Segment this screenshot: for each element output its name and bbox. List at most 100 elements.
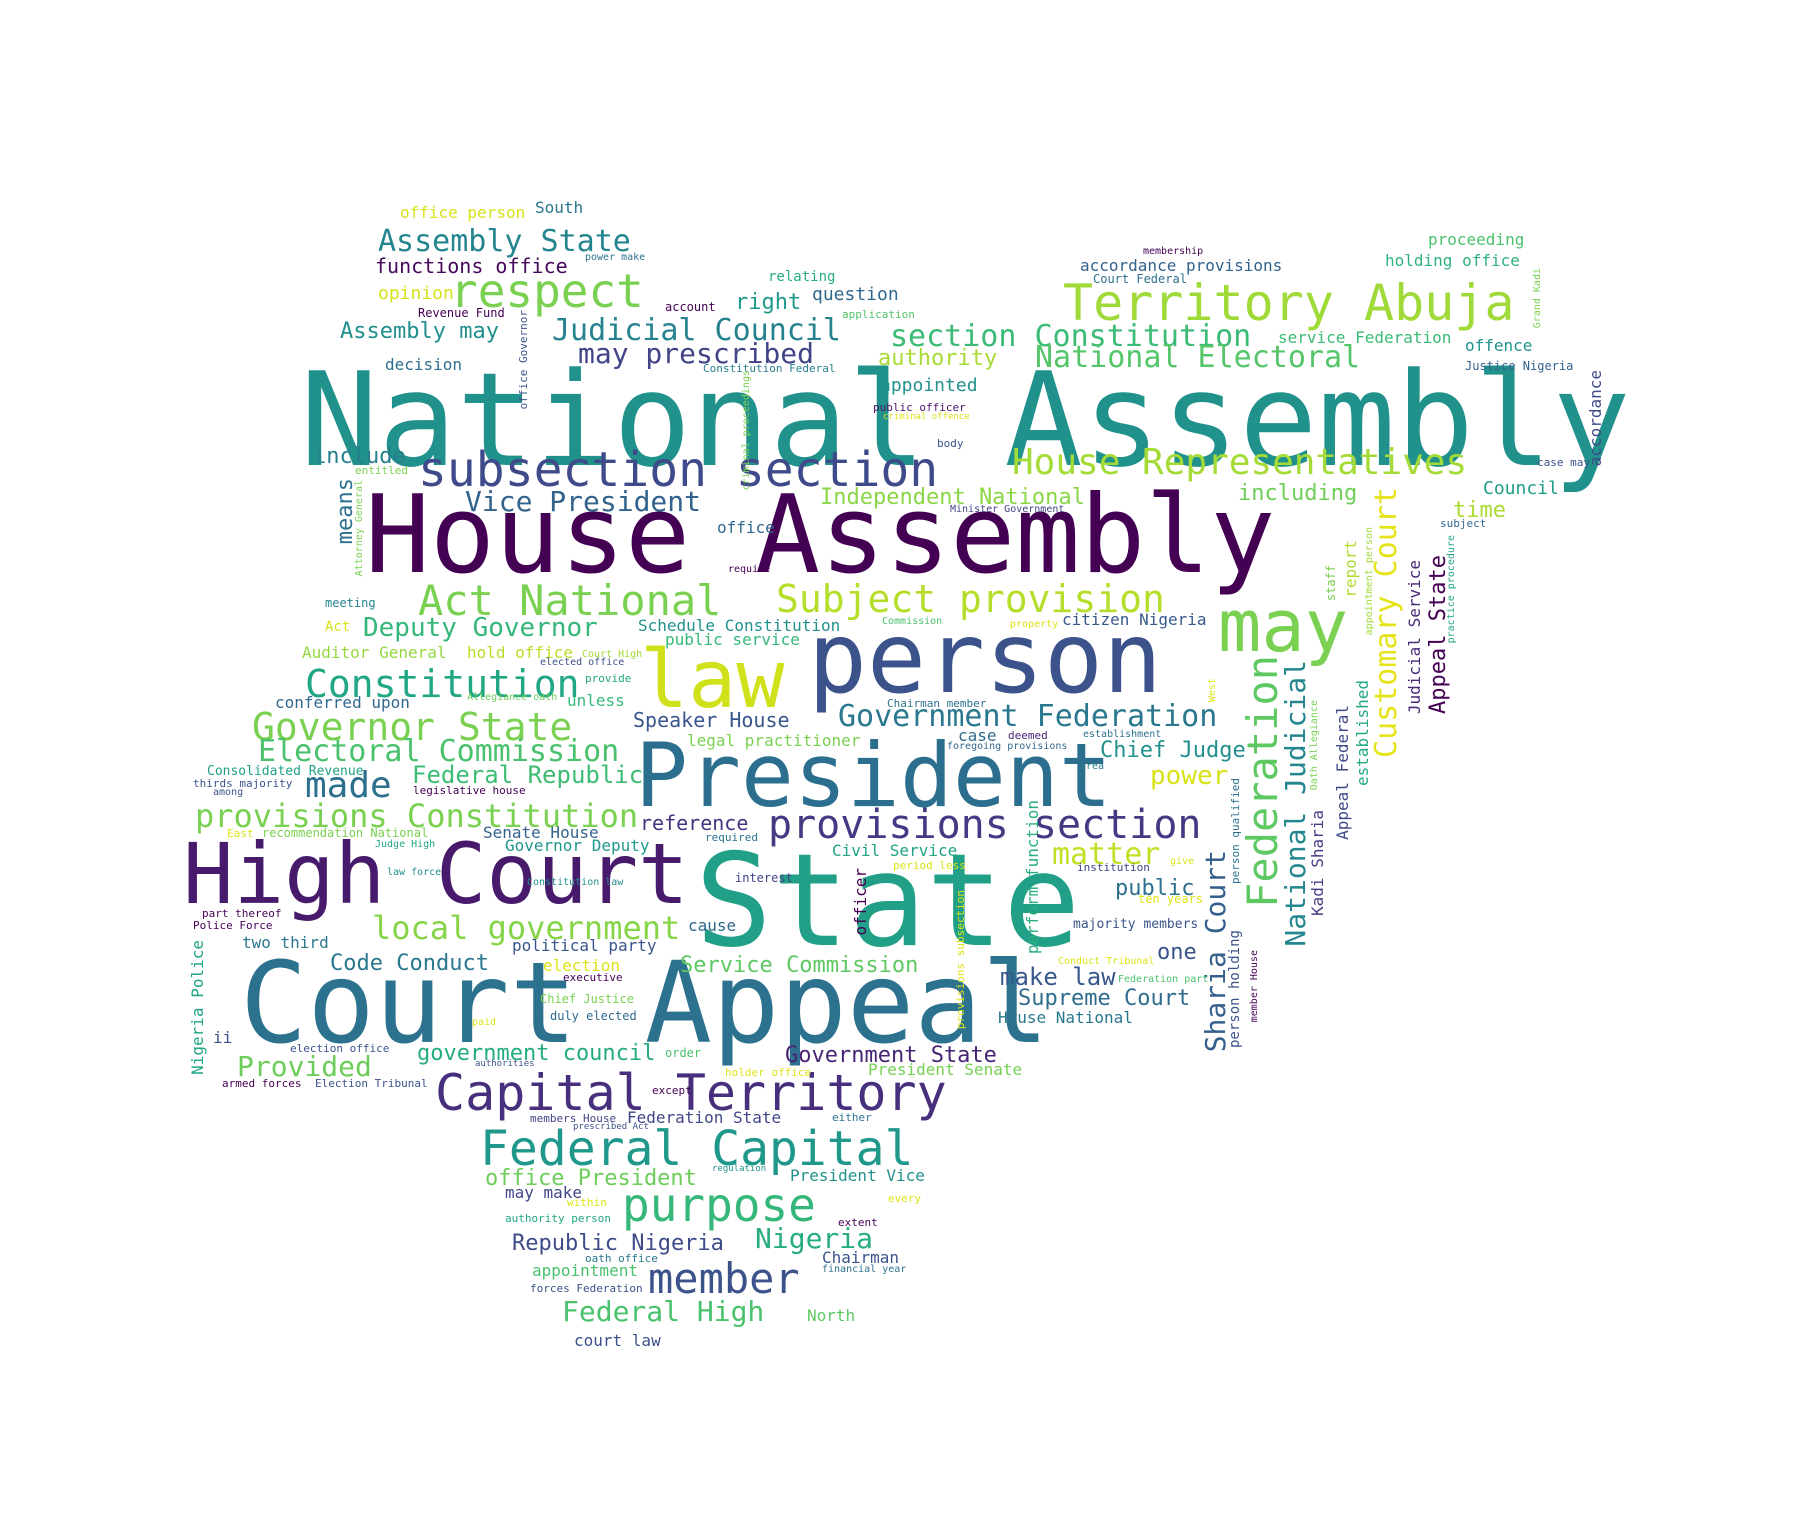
- word: proceeding: [1428, 230, 1525, 249]
- word: person qualified: [1229, 778, 1242, 884]
- word: made: [305, 765, 392, 806]
- word: Commission: [882, 616, 943, 627]
- word: legal practitioner: [687, 731, 861, 750]
- word: staff: [1324, 565, 1338, 602]
- word: account: [665, 300, 716, 314]
- word: Federation: [1238, 655, 1287, 908]
- word: Governor Deputy: [505, 836, 650, 855]
- word: provisions section: [768, 802, 1202, 848]
- word: membership: [1143, 246, 1204, 257]
- word: Judge High: [375, 839, 436, 850]
- word: Act: [325, 619, 351, 635]
- word: time: [1453, 498, 1506, 523]
- word: establishment: [1083, 729, 1162, 740]
- word: elected office: [540, 657, 625, 668]
- word: period less: [893, 859, 966, 872]
- word: citizen Nigeria: [1062, 610, 1207, 629]
- word: financial year: [822, 1264, 907, 1275]
- word: Territory Abuja: [1063, 274, 1515, 332]
- word: conferred upon: [275, 693, 410, 712]
- word: matter: [1052, 837, 1161, 872]
- word: include: [313, 444, 406, 469]
- word: either: [832, 1111, 872, 1124]
- word: case: [958, 726, 997, 745]
- word: foregoing provisions: [947, 741, 1068, 752]
- word: House Assembly: [365, 473, 1276, 598]
- word: Nigeria: [755, 1222, 874, 1255]
- word: power: [1150, 761, 1229, 791]
- word: court law: [574, 1331, 661, 1350]
- word: forces Federation: [530, 1282, 643, 1295]
- word: relating: [768, 269, 836, 285]
- word: appointed: [880, 375, 978, 396]
- word: President: [635, 724, 1112, 827]
- word: Auditor General: [302, 643, 447, 662]
- word: Federation part: [1118, 974, 1209, 985]
- word: may prescribed: [578, 337, 815, 370]
- word: provisions subsection: [954, 890, 967, 1030]
- word: power make: [585, 252, 646, 263]
- word: law force: [387, 867, 442, 878]
- word: one: [1157, 940, 1197, 965]
- word: National Assembly: [300, 344, 1631, 496]
- word: may: [1218, 584, 1349, 668]
- word: Government State: [785, 1043, 997, 1068]
- word: criminal proceedings: [741, 370, 752, 491]
- word: East: [227, 827, 254, 840]
- word: reference: [640, 811, 749, 835]
- word: National Electoral: [1035, 340, 1361, 375]
- word: armed forces: [222, 1077, 302, 1090]
- word: legislative house: [413, 784, 526, 797]
- word: Federal Republic: [412, 761, 644, 789]
- word: public officer: [873, 401, 966, 414]
- word: House National: [998, 1008, 1133, 1027]
- word: Kadi Sharia: [1308, 810, 1327, 916]
- word: Chief Judge: [1100, 738, 1246, 763]
- word: Conduct Tribunal: [1058, 956, 1155, 967]
- word: Justice Nigeria: [1465, 359, 1574, 373]
- word: Judicial Service: [1405, 560, 1424, 715]
- word: House Representatives: [1012, 442, 1468, 483]
- word: Police Force: [193, 919, 273, 932]
- word: election: [543, 956, 621, 975]
- word: accordance provisions: [1080, 256, 1283, 275]
- word: application: [842, 308, 915, 321]
- word: require: [728, 564, 771, 575]
- word: executive: [563, 971, 623, 984]
- word: unless: [567, 691, 625, 710]
- word: holding office: [1385, 251, 1520, 270]
- word: criminal offence: [883, 412, 970, 422]
- word: may make: [505, 1183, 583, 1202]
- word: interest: [735, 871, 793, 885]
- word: oath office: [585, 1252, 658, 1265]
- word: offence: [1465, 336, 1533, 355]
- word: Attorney General: [354, 480, 365, 577]
- word: West: [1207, 678, 1218, 703]
- word: authority: [878, 346, 998, 371]
- word: section Constitution: [890, 319, 1252, 354]
- word: Speaker House: [633, 708, 790, 732]
- word: Code Conduct: [330, 951, 489, 976]
- word: accordance: [1586, 370, 1605, 467]
- word: prescribed Act: [573, 1122, 649, 1132]
- word: Chairman: [822, 1248, 900, 1267]
- word: including: [1238, 481, 1358, 506]
- word: High Court: [183, 825, 689, 923]
- word: Governor State: [252, 705, 573, 749]
- word: Provided: [237, 1050, 372, 1083]
- word: Constitution: [305, 662, 580, 706]
- word: Deputy Governor: [363, 613, 598, 643]
- word: give: [1170, 856, 1195, 867]
- word: person: [808, 602, 1163, 716]
- word: Act National: [418, 576, 722, 625]
- word: subsection section: [418, 442, 939, 498]
- word: Constitution Federal: [703, 362, 836, 375]
- word: member House: [1249, 950, 1260, 1023]
- word: local government: [372, 909, 681, 947]
- word: office Governor: [517, 310, 530, 410]
- word: Nigeria Police: [188, 940, 207, 1075]
- word: State: [695, 827, 1081, 976]
- word: Election Tribunal: [315, 1077, 428, 1090]
- word: question: [812, 284, 899, 305]
